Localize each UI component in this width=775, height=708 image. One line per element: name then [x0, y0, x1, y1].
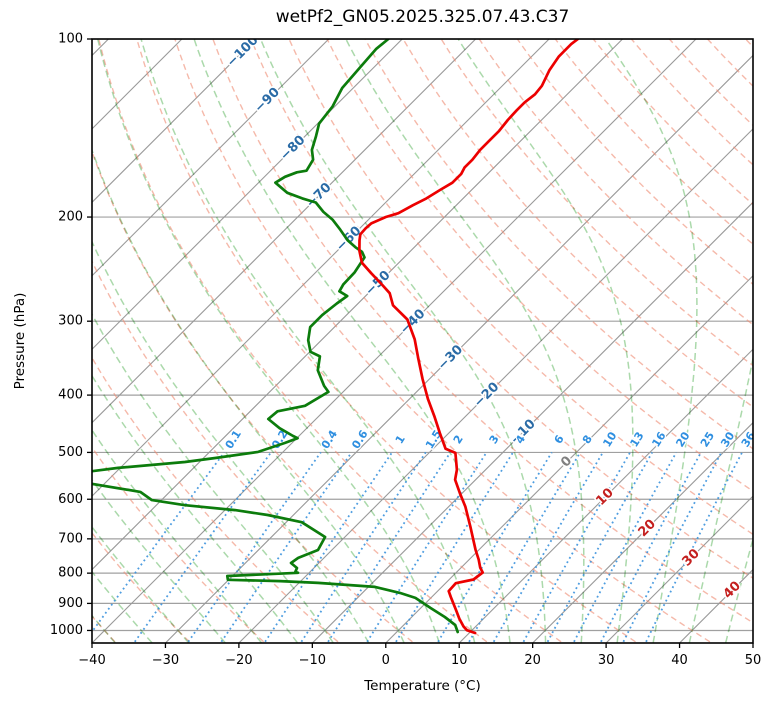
mixing-ratio-lines: [92, 451, 743, 643]
svg-text:600: 600: [58, 492, 83, 507]
svg-text:1000: 1000: [50, 623, 83, 638]
moist-adiabats: [92, 39, 753, 643]
dewpoint-curve: [92, 39, 460, 634]
svg-text:1: 1: [393, 433, 408, 446]
svg-text:900: 900: [58, 596, 83, 611]
svg-text:36: 36: [739, 429, 758, 449]
temperature-curve: [358, 39, 580, 635]
svg-text:20: 20: [524, 653, 541, 668]
svg-text:0.6: 0.6: [349, 428, 371, 452]
svg-text:100: 100: [58, 32, 83, 47]
axis-ticks: [87, 38, 754, 648]
svg-text:800: 800: [58, 566, 83, 581]
svg-text:3: 3: [487, 433, 502, 446]
svg-text:−30: −30: [152, 653, 179, 668]
chart-title: wetPf2_GN05.2025.325.07.43.C37: [275, 7, 570, 27]
isotherm-lines: [92, 39, 753, 643]
svg-text:10: 10: [451, 653, 468, 668]
x-tick-labels: −40 −30 −20 −10 0 10 20 30 40 50: [78, 653, 761, 668]
svg-text:0.4: 0.4: [319, 428, 341, 452]
svg-text:400: 400: [58, 388, 83, 403]
svg-text:300: 300: [58, 314, 83, 329]
svg-text:16: 16: [649, 429, 668, 449]
svg-text:2: 2: [451, 433, 466, 446]
svg-text:6: 6: [552, 433, 567, 447]
svg-text:50: 50: [745, 653, 762, 668]
svg-text:8: 8: [580, 433, 595, 446]
svg-text:0.1: 0.1: [223, 428, 244, 451]
svg-text:0: 0: [382, 653, 390, 668]
svg-text:−10: −10: [299, 653, 326, 668]
svg-text:10: 10: [600, 429, 619, 449]
svg-text:700: 700: [58, 531, 83, 546]
dry-adiabats: [92, 39, 753, 643]
svg-text:−40: −40: [78, 653, 105, 668]
svg-text:200: 200: [58, 210, 83, 225]
svg-text:30: 30: [598, 653, 615, 668]
svg-text:40: 40: [671, 653, 688, 668]
x-axis-label: Temperature (°C): [364, 678, 481, 694]
plot-frame: [91, 38, 754, 644]
pressure-gridlines: [92, 39, 753, 632]
mixing-ratio-labels: 0.1 0.2 0.4 0.6 1 1.5 2 3 4 6 8 10 13 16 20 25 30 36: [221, 426, 758, 452]
svg-text:25: 25: [698, 430, 717, 450]
svg-text:500: 500: [58, 445, 83, 460]
y-tick-labels: 100 200 300 400 500 600 700 800 900 1000: [50, 32, 83, 638]
svg-text:−20: −20: [225, 653, 252, 668]
